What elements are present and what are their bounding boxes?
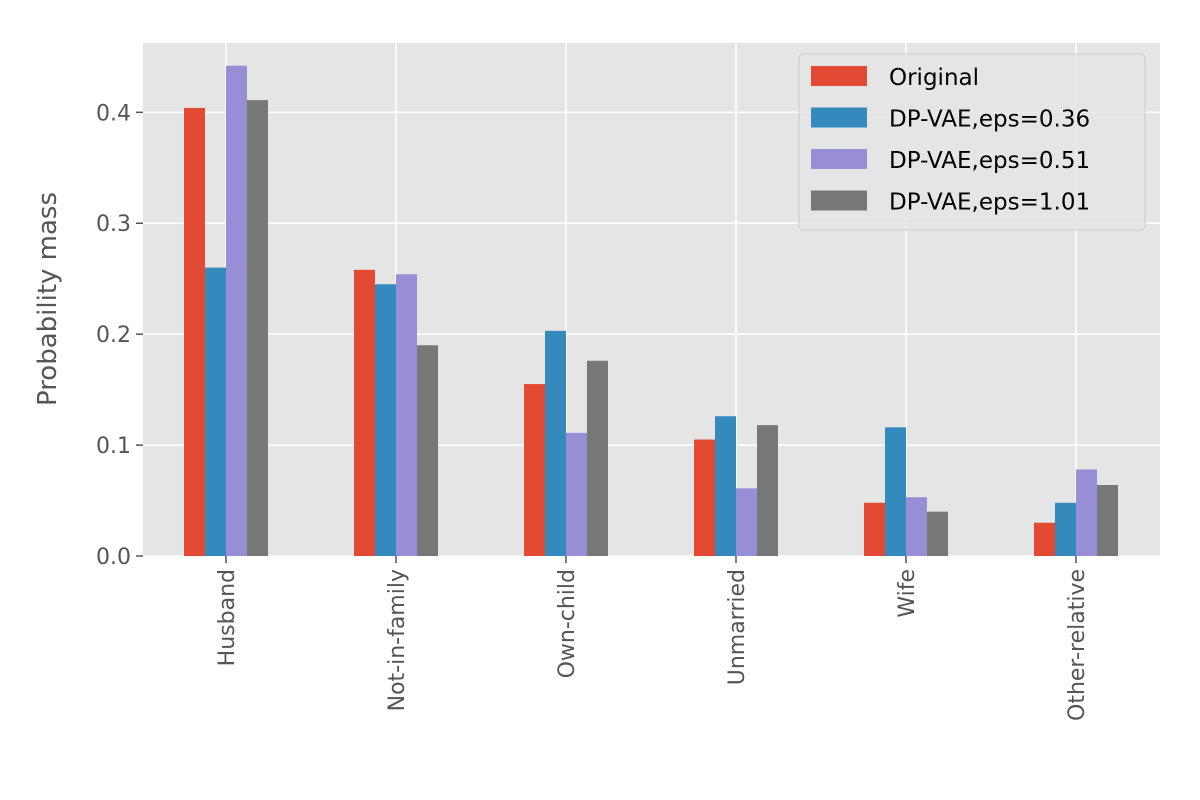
bar	[247, 100, 268, 557]
y-axis: 0.0 0.1 0.2 0.3 0.4	[96, 101, 143, 570]
y-tick-label: 0.1	[96, 434, 131, 459]
legend: Original DP-VAE,eps=0.36 DP-VAE,eps=0.51 DP…	[798, 53, 1146, 231]
bar	[1076, 469, 1097, 556]
bar	[1097, 485, 1118, 556]
bars	[184, 65, 1118, 557]
legend-label: DP-VAE,eps=1.01	[889, 190, 1090, 216]
bar	[885, 427, 906, 556]
legend-swatch	[811, 66, 867, 86]
bar	[927, 511, 948, 556]
legend-swatch	[811, 149, 867, 169]
legend-label: DP-VAE,eps=0.51	[889, 148, 1090, 174]
bar	[524, 384, 545, 556]
x-tick-label: Not-in-family	[385, 569, 410, 711]
y-tick-label: 0.2	[96, 323, 131, 348]
bar	[587, 360, 608, 556]
bar	[417, 345, 438, 556]
bar	[736, 488, 757, 556]
bar	[205, 267, 226, 556]
bar	[545, 330, 566, 556]
bar	[566, 432, 587, 556]
y-tick-label: 0.4	[96, 101, 131, 126]
x-axis: Husband Not-in-family Own-child Unmarried Wi…	[215, 556, 1090, 721]
bar	[396, 274, 417, 556]
legend-label: Original	[889, 65, 979, 91]
bar	[375, 284, 396, 556]
bar	[694, 439, 715, 556]
bar	[226, 65, 247, 557]
bar	[1055, 502, 1076, 556]
x-tick-label: Unmarried	[725, 569, 750, 685]
bar	[1034, 522, 1055, 556]
bar	[184, 107, 205, 556]
y-tick-label: 0.3	[96, 212, 131, 237]
x-tick-label: Own-child	[555, 569, 580, 678]
bar	[757, 425, 778, 556]
legend-label: DP-VAE,eps=0.36	[889, 107, 1090, 133]
x-tick-label: Husband	[215, 569, 240, 666]
y-tick-label: 0.0	[96, 545, 131, 570]
x-tick-label: Other-relative	[1065, 569, 1090, 721]
y-axis-label: Probability mass	[33, 192, 63, 406]
legend-box	[798, 53, 1146, 231]
bar	[354, 269, 375, 556]
legend-swatch	[811, 190, 867, 211]
bar	[715, 416, 736, 556]
x-tick-label: Wife	[895, 569, 920, 618]
legend-swatch	[811, 107, 867, 128]
bar	[864, 502, 885, 556]
bar	[906, 497, 927, 556]
